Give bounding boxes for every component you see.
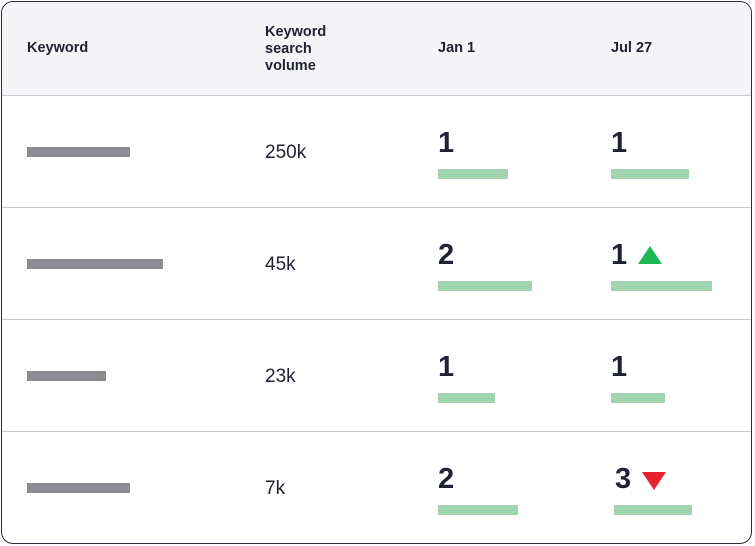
keyword-placeholder xyxy=(27,371,106,381)
volume-cell: 45k xyxy=(265,254,296,275)
jan-rank-bar xyxy=(438,281,532,291)
jul-rank-bar xyxy=(614,505,692,515)
jul-rank: 3 xyxy=(615,463,632,495)
header-jan: Jan 1 xyxy=(438,40,476,56)
volume-cell: 7k xyxy=(265,478,286,499)
jan-rank: 1 xyxy=(438,351,455,383)
jul-rank: 1 xyxy=(611,239,628,271)
table-row[interactable]: 7k 2 3 xyxy=(2,431,751,543)
header-keyword: Keyword xyxy=(27,40,89,56)
keyword-placeholder xyxy=(27,483,130,493)
header-jul: Jul 27 xyxy=(611,40,653,56)
table-row[interactable]: 250k 1 1 xyxy=(2,95,751,208)
jul-rank-bar xyxy=(611,169,689,179)
triangle-up-icon xyxy=(638,246,662,264)
jul-rank: 1 xyxy=(611,351,628,383)
keyword-placeholder xyxy=(27,147,130,157)
volume-cell: 250k xyxy=(265,142,307,163)
table-row[interactable]: 23k 1 1 xyxy=(2,319,751,432)
jan-rank-bar xyxy=(438,505,518,515)
keyword-placeholder xyxy=(27,259,163,269)
jul-rank: 1 xyxy=(611,127,628,159)
jul-rank-bar xyxy=(611,281,712,291)
table-header: Keyword Keyword search volume Jan 1 Jul … xyxy=(2,2,751,96)
jan-rank-bar xyxy=(438,169,508,179)
jan-rank: 2 xyxy=(438,239,455,271)
jan-rank: 2 xyxy=(438,463,455,495)
jul-rank-bar xyxy=(611,393,665,403)
jan-rank: 1 xyxy=(438,127,455,159)
header-volume: Keyword search volume xyxy=(265,24,327,74)
triangle-down-icon xyxy=(642,472,666,490)
table-row[interactable]: 45k 2 1 xyxy=(2,207,751,320)
volume-cell: 23k xyxy=(265,366,296,387)
jan-rank-bar xyxy=(438,393,495,403)
